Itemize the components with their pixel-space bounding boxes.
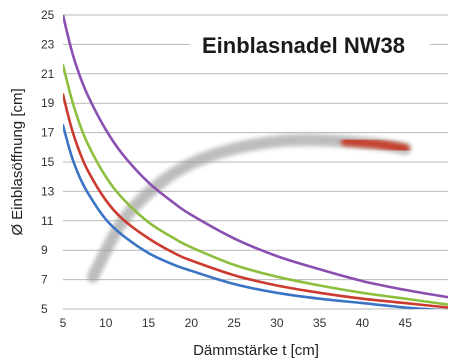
y-tick-label: 11 <box>41 214 54 228</box>
y-tick-label: 21 <box>41 67 55 81</box>
x-tick-label: 35 <box>313 316 327 330</box>
chart-title: Einblasnadel NW38 <box>202 33 405 58</box>
series-line <box>63 63 448 306</box>
x-axis-label: Dämmstärke t [cm] <box>193 342 319 359</box>
x-tick-labels: 5 10 15 20 25 30 35 40 45 <box>60 316 413 330</box>
x-tick-label: 20 <box>185 316 199 330</box>
x-tick-label: 40 <box>356 316 370 330</box>
y-tick-label: 5 <box>41 302 48 316</box>
trend-arrow <box>86 133 412 283</box>
trend-arrow-body <box>86 133 412 283</box>
series-line <box>63 93 448 309</box>
series-lines <box>63 15 448 309</box>
x-tick-label: 45 <box>399 316 413 330</box>
y-tick-label: 25 <box>41 8 55 22</box>
y-tick-labels: 5 7 9 11 13 15 17 19 21 23 25 <box>41 8 55 316</box>
y-tick-label: 9 <box>41 243 48 257</box>
y-tick-label: 19 <box>41 96 55 110</box>
x-tick-label: 10 <box>99 316 113 330</box>
series-line <box>63 15 448 299</box>
title-background <box>190 26 430 60</box>
y-tick-label: 17 <box>41 126 55 140</box>
x-tick-label: 5 <box>60 316 67 330</box>
x-tick-label: 30 <box>270 316 284 330</box>
y-tick-label: 13 <box>41 184 55 198</box>
y-axis-label: Ø Einblasöffnung [cm] <box>9 88 26 235</box>
series-line <box>63 124 446 309</box>
x-tick-label: 15 <box>142 316 156 330</box>
trend-arrow-head <box>340 136 410 154</box>
y-tick-label: 15 <box>41 155 55 169</box>
y-tick-label: 23 <box>41 37 55 51</box>
y-tick-label: 7 <box>41 273 48 287</box>
x-tick-label: 25 <box>227 316 241 330</box>
